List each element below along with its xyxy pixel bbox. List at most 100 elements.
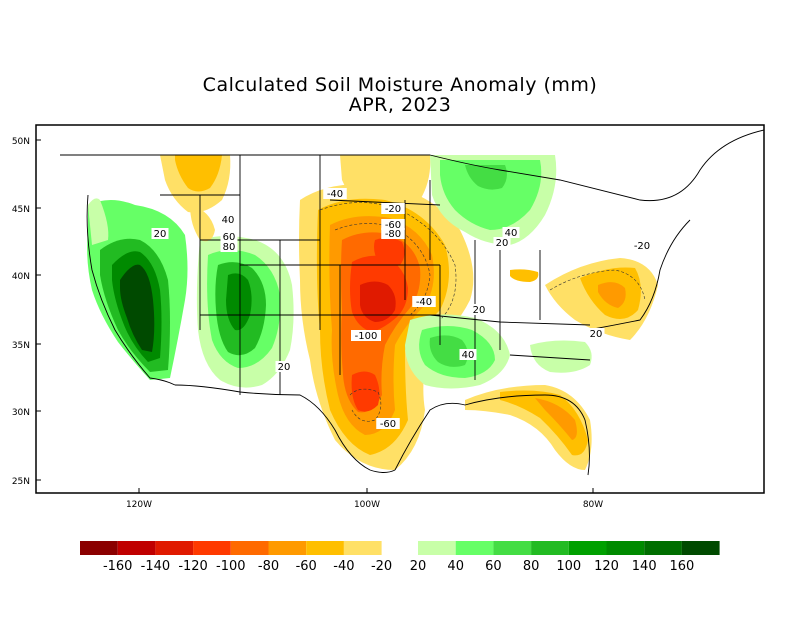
iowa-dry [374,237,405,267]
idaho-dry [190,205,215,242]
colorbar-label: 120 [594,559,619,574]
contour-label-bg [493,237,511,248]
contour-label: 40 [462,350,475,361]
west-wet-core3 [120,264,155,352]
contour-label-bg [376,418,400,429]
contour-label: -60 [385,220,401,231]
colorbar-label: 100 [556,559,581,574]
contour-label-bg [220,241,238,252]
colorbar-swatch-negative [117,541,156,555]
contour-labels: 20406080-40-20-60-80-100-402040-60202040… [151,188,654,430]
lat-label: 45N [12,205,30,215]
lat-label: 25N [12,477,30,487]
plains-dry-5 [360,281,396,322]
contour-label-bg [502,227,520,238]
colorbar-label: -100 [216,559,246,574]
contour-label-bg [275,361,293,372]
colorbar-label: -80 [258,559,279,574]
midsouth-wet3 [429,335,468,367]
colorbar-swatch-negative [306,541,344,555]
contour-label: -80 [385,229,401,240]
colorbar-swatch-positive [418,541,456,555]
colorbar-label: -20 [371,559,392,574]
contour-label: -40 [416,297,432,308]
colorbar-swatch-negative [230,541,269,555]
contour-label-bg [381,203,405,214]
ohio-dry [510,269,539,282]
contour-label: -60 [380,419,396,430]
colorbar-label: -160 [103,559,133,574]
contour-label-bg [381,219,405,230]
colorbar-label: 40 [447,559,464,574]
contour-label-bg [151,228,169,239]
contour-label-bg [630,240,654,251]
colorbar-swatch-positive [568,541,607,555]
map-frame [35,124,765,494]
lat-label: 35N [12,341,30,351]
contour-label-bg [220,231,238,242]
lat-label: 50N [12,137,30,147]
carolina-wet [530,340,592,373]
contour-label: 20 [154,229,167,240]
midatlantic-dry3 [598,282,626,308]
colorbar-swatch-positive [455,541,494,555]
contour-label-bg [470,304,488,315]
contour-label: -20 [634,241,650,252]
colorbar-swatch-negative [80,541,118,555]
colorbar-label: -140 [141,559,171,574]
southeast-dry3 [535,398,577,440]
contour-label-bg [323,188,347,199]
colorbar-swatch-negative [268,541,307,555]
colorbar-swatch-positive [606,541,645,555]
colorbar-label: 140 [632,559,657,574]
great-lakes-wet3 [465,165,507,190]
texas-dry-core [351,371,380,412]
colorbar: -160 -140 -120 -100 -80 -60 -40 -20 20 40 60 80 100 1… [80,541,720,574]
great-lakes-wet2 [440,160,542,230]
colorbar-label: 80 [523,559,540,574]
great-basin-wet4 [226,273,252,331]
lat-label: 40N [12,272,30,282]
lat-label: 30N [12,408,30,418]
lat-axis: 50N 45N 40N 35N 30N 25N [12,137,41,487]
contour-label-bg [587,328,605,339]
colorbar-swatch-positive [493,541,532,555]
montana-dry2 [175,155,222,192]
map-subtitle: APR, 2023 [348,94,452,116]
lon-label: 80W [583,500,603,510]
contour-label: -40 [327,189,343,200]
contour-label-bg [381,228,405,239]
colorbar-swatch-negative [343,541,382,555]
oregon-wet [88,198,109,245]
colorbar-label: -60 [296,559,317,574]
contour-label: 20 [278,362,291,373]
contour-label: 40 [222,215,235,226]
contour-label: -20 [385,204,401,215]
contour-label-bg [219,214,237,225]
colorbar-swatch-negative [193,541,231,555]
contour-label: 20 [496,238,509,249]
contour-label-bg [412,296,436,307]
lon-label: 120W [126,500,152,510]
contour-label-bg [459,349,477,360]
colorbar-label: 160 [669,559,694,574]
southeast-dry2 [500,390,588,456]
contour-label-bg [351,330,381,341]
map-title: Calculated Soil Moisture Anomaly (mm) [202,74,598,96]
contour-label: 20 [473,305,486,316]
colorbar-label: -40 [333,559,354,574]
colorbar-swatch-positive [644,541,682,555]
colorbar-label: -120 [178,559,208,574]
contour-label: -100 [355,331,378,342]
colorbar-label: 60 [485,559,502,574]
colorbar-swatch-positive [681,541,720,555]
colorbar-swatch-negative [155,541,194,555]
lon-label: 100W [354,500,380,510]
contour-label: 80 [223,242,236,253]
colorbar-label: 20 [410,559,427,574]
contour-label: 40 [505,228,518,239]
colorbar-swatch-positive [531,541,569,555]
contour-label: 60 [223,232,236,243]
lon-axis: 120W 100W 80W [126,488,603,510]
